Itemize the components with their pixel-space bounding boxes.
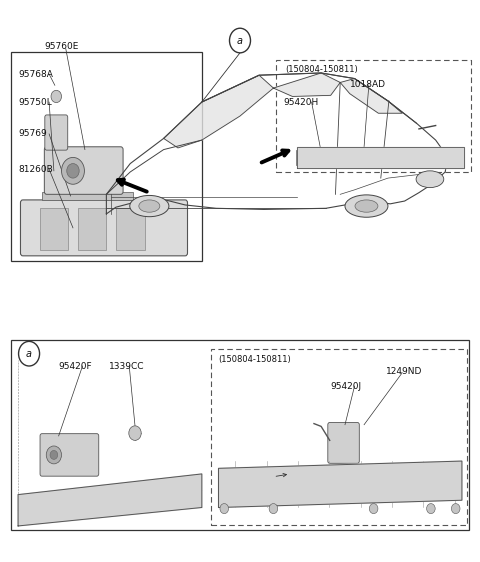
Text: 95769: 95769 [18,129,47,138]
Ellipse shape [139,200,160,212]
FancyBboxPatch shape [45,115,68,150]
FancyBboxPatch shape [21,200,188,256]
Circle shape [46,446,61,464]
Circle shape [220,504,228,514]
FancyBboxPatch shape [40,434,99,476]
Circle shape [19,341,39,366]
Polygon shape [164,75,274,148]
Circle shape [269,504,278,514]
Polygon shape [297,147,464,168]
Ellipse shape [130,196,169,217]
Circle shape [51,90,61,103]
FancyBboxPatch shape [296,149,324,165]
Text: a: a [26,348,32,359]
Circle shape [67,164,79,178]
Text: 95750L: 95750L [18,98,52,107]
Circle shape [451,504,460,514]
FancyBboxPatch shape [78,209,107,250]
Text: 1018AD: 1018AD [350,80,386,89]
Circle shape [129,426,141,441]
Circle shape [427,504,435,514]
Text: 95420H: 95420H [283,98,318,107]
Text: 95420J: 95420J [331,382,362,391]
Text: 95420F: 95420F [59,361,92,370]
Circle shape [50,451,58,459]
Ellipse shape [416,171,444,188]
Text: (150804-150811): (150804-150811) [285,65,358,74]
Text: 1249ND: 1249ND [385,367,422,376]
Bar [42,192,132,200]
Polygon shape [218,461,462,507]
Circle shape [61,157,84,184]
Ellipse shape [355,200,378,212]
Circle shape [369,504,378,514]
Text: REF.86-866: REF.86-866 [234,473,281,482]
Polygon shape [274,73,340,97]
Circle shape [229,28,251,53]
FancyBboxPatch shape [116,209,144,250]
Text: 1339CC: 1339CC [109,361,144,370]
Ellipse shape [345,195,388,217]
Text: a: a [237,35,243,46]
FancyBboxPatch shape [328,423,360,463]
FancyBboxPatch shape [44,147,123,194]
Polygon shape [340,79,402,113]
Text: 81260B: 81260B [18,165,53,174]
FancyBboxPatch shape [39,209,68,250]
Text: 95760E: 95760E [44,42,79,51]
Text: (150804-150811): (150804-150811) [218,355,291,364]
Polygon shape [18,474,202,526]
Text: 95768A: 95768A [18,70,53,79]
